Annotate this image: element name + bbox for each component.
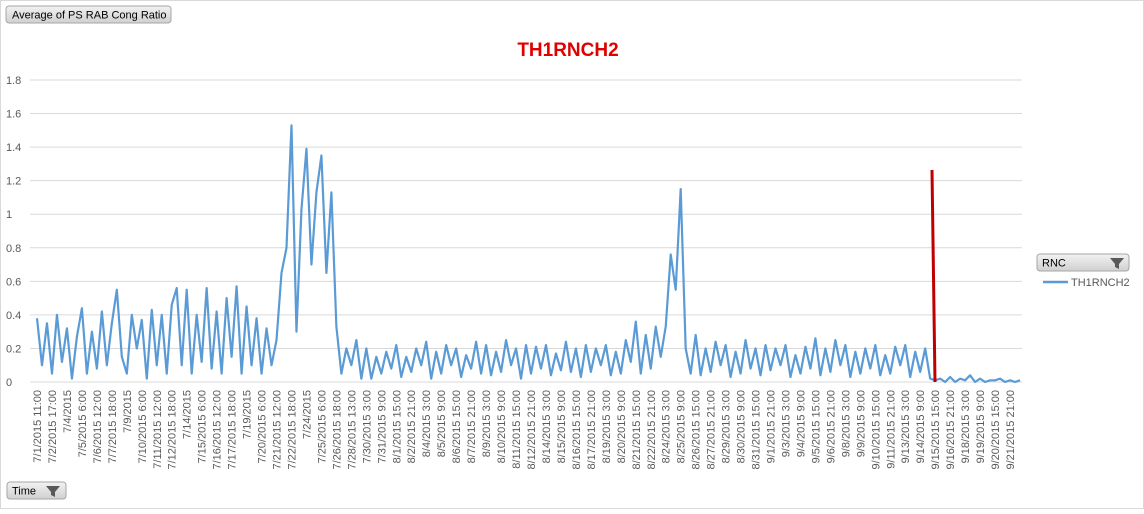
- x-tick-label: 8/4/2015 3:00: [421, 390, 433, 457]
- x-tick-label: 9/20/2015 15:00: [990, 390, 1002, 470]
- x-tick-label: 9/15/2015 15:00: [930, 390, 942, 470]
- x-tick-label: 8/6/2015 15:00: [451, 390, 463, 463]
- x-tick-label: 7/17/2015 18:00: [227, 390, 239, 470]
- axis-field-button[interactable]: Time: [6, 481, 67, 500]
- x-tick-label: 7/5/2015 6:00: [77, 390, 89, 457]
- x-tick-label: 9/13/2015 3:00: [900, 390, 912, 463]
- y-tick-label: 1.6: [6, 109, 21, 121]
- y-tick-label: 0.8: [6, 243, 21, 255]
- x-tick-label: 7/10/2015 6:00: [137, 390, 149, 463]
- x-tick-label: 8/12/2015 21:00: [526, 390, 538, 470]
- x-tick-label: 8/29/2015 3:00: [721, 390, 733, 463]
- x-tick-label: 7/30/2015 3:00: [361, 390, 373, 463]
- y-tick-label: 0.6: [6, 276, 21, 288]
- x-tick-label: 9/14/2015 9:00: [915, 390, 927, 463]
- x-tick-label: 8/27/2015 21:00: [706, 390, 718, 470]
- filter-icon: [1110, 258, 1124, 269]
- y-tick-label: 0.2: [6, 343, 21, 355]
- filter-icon: [46, 486, 60, 497]
- value-field-label: Average of PS RAB Cong Ratio: [12, 10, 167, 22]
- x-tick-label: 7/25/2015 6:00: [316, 390, 328, 463]
- y-tick-label: 1: [6, 209, 12, 221]
- x-tick-label: 9/10/2015 15:00: [870, 390, 882, 470]
- x-tick-label: 7/1/2015 11:00: [32, 390, 44, 463]
- x-tick-label: 9/5/2015 15:00: [810, 390, 822, 463]
- x-tick-label: 7/4/2015: [62, 390, 74, 433]
- y-tick-label: 0: [6, 377, 12, 389]
- x-tick-label: 8/24/2015 3:00: [661, 390, 673, 463]
- x-tick-label: 9/4/2015 9:00: [795, 390, 807, 457]
- x-tick-label: 8/19/2015 3:00: [601, 390, 613, 463]
- y-tick-label: 0.4: [6, 310, 21, 322]
- data-line: [35, 124, 1021, 384]
- axis-field-label: Time: [12, 486, 36, 498]
- x-tick-label: 7/9/2015: [122, 390, 134, 433]
- x-tick-label: 7/20/2015 6:00: [257, 390, 269, 463]
- x-tick-label: 7/14/2015: [182, 390, 194, 439]
- x-tick-label: 9/21/2015 21:00: [1005, 390, 1017, 470]
- x-tick-label: 7/16/2015 12:00: [212, 390, 224, 470]
- x-tick-label: 8/15/2015 9:00: [556, 390, 568, 463]
- x-tick-label: 7/15/2015 6:00: [197, 390, 209, 463]
- legend-field-label: RNC: [1042, 258, 1066, 270]
- annotation-marker: [930, 169, 937, 383]
- x-tick-label: 9/8/2015 3:00: [840, 390, 852, 457]
- legend-label: TH1RNCH2: [1071, 277, 1130, 289]
- x-tick-label: 9/11/2015 21:00: [885, 390, 897, 469]
- y-tick-label: 1.8: [6, 75, 21, 87]
- value-field-button[interactable]: Average of PS RAB Cong Ratio: [5, 5, 172, 24]
- x-tick-label: 8/2/2015 21:00: [406, 390, 418, 463]
- x-tick-label: 7/22/2015 18:00: [286, 390, 298, 470]
- x-tick-label: 8/7/2015 21:00: [466, 390, 478, 463]
- x-tick-label: 9/18/2015 3:00: [960, 390, 972, 463]
- x-tick-label: 8/21/2015 15:00: [631, 390, 643, 470]
- x-tick-label: 8/30/2015 9:00: [736, 390, 748, 463]
- x-tick-label: 7/11/2015 12:00: [152, 390, 164, 469]
- y-tick-label: 1.2: [6, 176, 21, 188]
- x-tick-label: 8/17/2015 21:00: [586, 390, 598, 470]
- x-tick-label: 7/26/2015 18:00: [331, 390, 343, 470]
- x-tick-label: 8/26/2015 15:00: [691, 390, 703, 470]
- x-tick-label: 9/9/2015 9:00: [855, 390, 867, 457]
- x-tick-label: 8/11/2015 15:00: [511, 390, 523, 469]
- legend-field-button[interactable]: RNC: [1036, 253, 1130, 272]
- x-tick-label: 8/5/2015 9:00: [436, 390, 448, 457]
- y-tick-label: 1.4: [6, 142, 21, 154]
- x-tick-label: 8/9/2015 3:00: [481, 390, 493, 457]
- x-tick-label: 7/21/2015 12:00: [272, 390, 284, 470]
- x-tick-label: 8/31/2015 15:00: [751, 390, 763, 470]
- x-tick-label: 7/24/2015: [301, 390, 313, 439]
- x-tick-label: 7/31/2015 9:00: [376, 390, 388, 463]
- x-tick-label: 7/7/2015 18:00: [107, 390, 119, 463]
- x-tick-label: 8/10/2015 9:00: [496, 390, 508, 463]
- x-tick-label: 8/20/2015 9:00: [616, 390, 628, 463]
- x-tick-label: 9/19/2015 9:00: [975, 390, 987, 463]
- chart-title: TH1RNCH2: [517, 40, 618, 61]
- x-tick-label: 7/12/2015 18:00: [167, 390, 179, 470]
- x-tick-label: 9/3/2015 3:00: [780, 390, 792, 457]
- x-tick-label: 8/14/2015 3:00: [541, 390, 553, 463]
- x-tick-label: 7/2/2015 17:00: [47, 390, 59, 463]
- x-tick-label: 7/28/2015 13:00: [346, 390, 358, 470]
- x-tick-label: 9/6/2015 21:00: [825, 390, 837, 463]
- x-tick-label: 8/25/2015 9:00: [676, 390, 688, 463]
- x-tick-label: 7/19/2015: [242, 390, 254, 439]
- x-tick-label: 7/6/2015 12:00: [92, 390, 104, 463]
- x-tick-label: 8/1/2015 15:00: [391, 390, 403, 463]
- x-tick-label: 8/16/2015 15:00: [571, 390, 583, 470]
- x-tick-label: 9/16/2015 21:00: [945, 390, 957, 470]
- x-tick-label: 8/22/2015 21:00: [646, 390, 658, 470]
- x-tick-label: 9/1/2015 21:00: [766, 390, 778, 463]
